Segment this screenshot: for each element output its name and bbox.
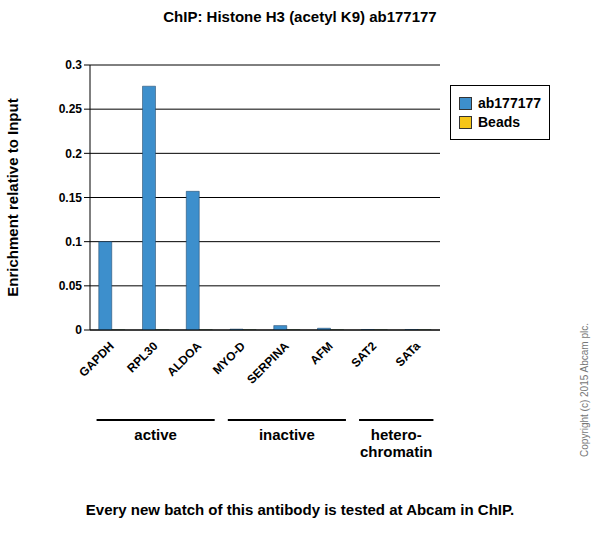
- svg-text:inactive: inactive: [259, 426, 315, 443]
- svg-text:Copyright (c) 2015 Abcam plc.: Copyright (c) 2015 Abcam plc.: [579, 323, 590, 457]
- svg-text:SERPINA: SERPINA: [244, 339, 292, 387]
- svg-text:0.05: 0.05: [59, 279, 83, 293]
- svg-text:0: 0: [75, 323, 82, 337]
- svg-text:0.2: 0.2: [65, 147, 82, 161]
- html-text:ChIP: Histone H3 (acetyl K9) a: ChIP: Histone H3 (acetyl K9) ab177177: [163, 8, 437, 25]
- svg-text:chromatin: chromatin: [360, 443, 433, 460]
- svg-text:0.25: 0.25: [59, 102, 83, 116]
- svg-text:Enrichment relative to Input: Enrichment relative to Input: [4, 98, 21, 296]
- svg-text:MYO-D: MYO-D: [210, 339, 248, 377]
- svg-text:RPL30: RPL30: [124, 339, 161, 376]
- svg-text:SATa: SATa: [393, 339, 424, 370]
- svg-text:AFM: AFM: [307, 339, 335, 367]
- svg-text:active: active: [134, 426, 177, 443]
- svg-text:hetero-: hetero-: [371, 426, 422, 443]
- svg-text:SAT2: SAT2: [348, 339, 379, 370]
- svg-text:0.1: 0.1: [65, 235, 82, 249]
- html-text:Beads: Beads: [478, 114, 520, 130]
- svg-text:GAPDH: GAPDH: [76, 339, 117, 380]
- html-text:ab177177: ab177177: [478, 95, 542, 111]
- svg-text:Every new batch of this antibo: Every new batch of this antibody is test…: [86, 501, 514, 518]
- svg-text:0.15: 0.15: [59, 191, 83, 205]
- svg-text:0.3: 0.3: [65, 58, 82, 72]
- svg-text:ALDOA: ALDOA: [164, 339, 204, 379]
